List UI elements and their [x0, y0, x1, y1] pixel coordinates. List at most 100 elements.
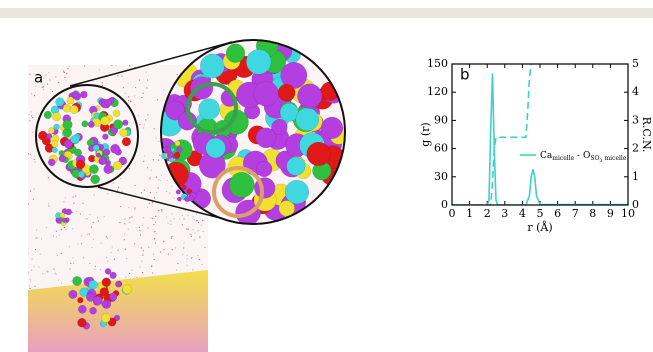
atom — [102, 133, 109, 140]
dot — [147, 79, 149, 81]
dot — [135, 193, 137, 195]
highlight-ring — [212, 166, 264, 218]
atom — [48, 127, 55, 134]
dot — [138, 226, 140, 228]
dot — [123, 218, 125, 220]
dot — [151, 202, 154, 204]
atom — [169, 143, 175, 149]
dot — [196, 213, 198, 215]
dot — [32, 198, 34, 200]
dot — [193, 239, 195, 241]
dot — [186, 258, 188, 260]
dot — [171, 248, 173, 251]
dot — [29, 278, 31, 280]
atom — [297, 83, 323, 109]
atom — [277, 83, 296, 102]
legend-text: micelle — [552, 155, 574, 162]
dot — [55, 230, 58, 232]
dot — [157, 159, 160, 161]
dot — [82, 202, 84, 204]
dot — [124, 92, 126, 94]
dot — [34, 248, 37, 251]
dot — [113, 258, 116, 260]
dot — [120, 205, 122, 208]
atom — [198, 98, 220, 120]
dot — [70, 280, 72, 282]
dot — [170, 223, 172, 225]
atom — [278, 200, 295, 217]
dot — [111, 65, 113, 66]
dot — [46, 83, 49, 85]
dot — [128, 272, 131, 275]
dot — [31, 269, 33, 271]
y-tick-label: 120 — [427, 85, 448, 98]
atom — [112, 109, 121, 118]
dot — [128, 100, 130, 102]
dot — [198, 259, 201, 261]
dot — [94, 268, 96, 270]
dot — [116, 189, 119, 192]
dot — [183, 218, 185, 220]
dot — [85, 217, 87, 220]
atom — [225, 43, 246, 63]
atom — [108, 292, 118, 301]
dot — [186, 254, 188, 256]
atom — [306, 141, 331, 167]
dot — [163, 89, 165, 91]
dot — [139, 230, 141, 232]
dot — [42, 86, 44, 88]
atom — [65, 208, 72, 216]
dot — [139, 234, 142, 236]
dot — [117, 249, 119, 251]
atom — [176, 196, 182, 202]
dot — [147, 227, 149, 229]
legend-text: Ca — [540, 151, 553, 161]
atom — [122, 119, 129, 126]
atom — [89, 164, 99, 174]
dot — [73, 273, 75, 275]
dot — [139, 266, 141, 268]
dot — [151, 217, 154, 219]
dot — [147, 206, 149, 208]
dot — [80, 243, 83, 245]
atom — [72, 276, 83, 286]
dot — [143, 160, 145, 162]
dot — [52, 235, 55, 237]
dot — [34, 161, 36, 163]
dot — [142, 254, 144, 256]
atom — [101, 300, 109, 308]
atom — [68, 289, 78, 299]
dot — [170, 237, 173, 239]
dot — [169, 220, 172, 222]
atom — [52, 112, 62, 122]
dot — [134, 208, 136, 210]
legend-text: SO — [590, 155, 599, 162]
atom — [100, 313, 111, 323]
dot — [45, 227, 48, 229]
atom — [112, 160, 123, 171]
y2-tick-label: 4 — [632, 85, 639, 98]
y-tick-label: 60 — [434, 142, 448, 155]
highlight-ring — [186, 82, 238, 134]
dot — [112, 182, 114, 184]
x-tick-label: 1 — [466, 207, 473, 220]
dot — [48, 72, 50, 74]
dot — [47, 271, 49, 273]
dot — [142, 250, 144, 252]
atom — [112, 119, 123, 130]
dot — [71, 211, 73, 214]
y2-tick-label: 0 — [632, 198, 639, 211]
dot — [64, 197, 66, 199]
dot — [58, 81, 60, 84]
atom — [87, 120, 95, 128]
dot — [155, 176, 158, 178]
dot — [183, 242, 185, 244]
dot — [101, 82, 103, 84]
atom — [88, 279, 98, 290]
atom — [115, 281, 122, 288]
dot — [152, 253, 155, 255]
series-line — [452, 73, 628, 205]
dot — [73, 202, 75, 204]
dot — [72, 262, 75, 264]
